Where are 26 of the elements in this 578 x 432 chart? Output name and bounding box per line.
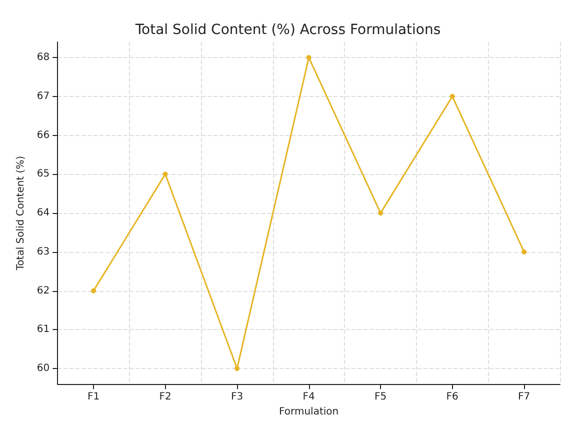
x-axis-title: Formulation — [279, 406, 339, 418]
y-tick-label: 61 — [36, 324, 50, 336]
y-tick-label: 68 — [36, 52, 50, 64]
point — [306, 55, 312, 60]
x-tick-label: F5 — [374, 392, 387, 403]
y-tick-label: 63 — [36, 246, 50, 258]
point — [234, 366, 240, 372]
x-tick-label: F2 — [159, 392, 172, 403]
y-tick-label: 64 — [36, 208, 50, 219]
point — [378, 210, 384, 216]
x-tick-label: F6 — [446, 392, 458, 403]
x-tick-label: F3 — [230, 392, 244, 403]
y-tick-label: 62 — [36, 285, 50, 296]
x-tick-label: F7 — [518, 392, 530, 403]
y-tick-label: 65 — [36, 168, 50, 180]
y-tick-label: 60 — [36, 363, 50, 374]
y-axis-title: Total Solid Content (%) — [16, 156, 26, 272]
point — [450, 94, 455, 99]
x-tick-label: F1 — [87, 392, 100, 403]
chart-title: Total Solid Content (%) Across Formulations — [134, 22, 441, 38]
y-tick-label: 67 — [36, 90, 50, 102]
y-tick-label: 66 — [36, 130, 50, 141]
point — [522, 249, 527, 254]
x-tick-label: F4 — [302, 392, 315, 403]
point — [162, 172, 168, 177]
point — [91, 288, 96, 294]
